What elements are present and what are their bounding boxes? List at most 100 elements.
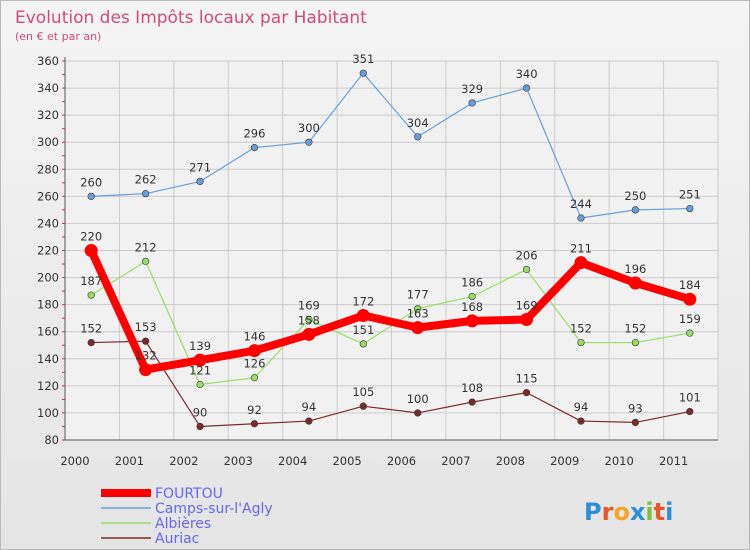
data-point [522,265,531,274]
data-point [250,144,259,152]
y-tick-label: 340 [37,81,59,95]
data-point [411,321,425,335]
data-label: 152 [624,322,646,336]
legend-label: Albières [155,516,211,532]
data-point [522,389,531,397]
data-label: 186 [461,276,483,290]
data-label: 244 [570,197,592,211]
data-label: 250 [624,189,646,203]
data-label: 152 [570,322,592,336]
data-label: 158 [298,313,320,327]
x-tick-label: 2008 [496,454,525,468]
data-label: 260 [80,175,102,189]
data-label: 351 [352,52,374,66]
legend-label: FOURTOU [155,486,223,502]
data-label: 220 [80,230,102,244]
data-label: 251 [679,188,701,202]
data-point [359,69,367,77]
data-point [577,338,585,347]
y-tick-label: 220 [37,244,59,258]
data-point [414,409,422,417]
data-point [631,418,639,427]
data-label: 296 [243,127,265,141]
series-line-1 [91,72,690,219]
data-point [686,329,694,337]
data-label: 177 [407,288,429,302]
y-tick-label: 320 [37,108,59,122]
data-label: 146 [243,330,265,344]
data-point [142,190,150,198]
y-tick-label: 200 [37,271,59,285]
data-point [468,292,476,301]
data-point [356,308,370,322]
data-point [577,417,585,425]
y-tick-label: 80 [44,433,59,447]
data-point [683,292,697,306]
data-point [84,244,98,257]
data-label: 92 [247,403,262,417]
x-tick-label: 2011 [659,454,688,468]
chart-subtitle: (en € et par an) [15,30,101,43]
data-label: 93 [628,401,643,415]
x-tick-label: 2003 [224,454,253,468]
data-point [302,327,316,341]
data-label: 172 [352,294,374,308]
data-point [465,314,479,328]
data-label: 121 [189,364,211,378]
axes: 80 100 120 140 160 180 200 220 240 260 280 300 320 34… [37,54,718,468]
data-label: 151 [352,323,374,337]
data-point [305,315,313,324]
x-tick-label: 2004 [278,454,307,468]
data-point [87,338,95,347]
x-tick-label: 2005 [332,454,361,468]
series-line-0 [87,248,691,374]
y-tick-label: 180 [37,298,59,312]
data-point [305,138,313,146]
data-label: 115 [516,372,538,386]
x-tick-label: 2009 [550,454,579,468]
series-group [84,69,697,431]
y-tick-label: 360 [37,54,59,68]
data-point [87,291,95,299]
data-point [686,407,694,416]
data-label: 153 [135,320,157,334]
data-point [574,256,588,270]
data-label: 108 [461,381,483,395]
logo-text: Proxiti [584,498,673,526]
data-label: 152 [80,322,102,336]
y-tick-label: 100 [37,406,59,420]
y-tick-label: 120 [37,379,59,393]
data-point [628,276,642,290]
data-point [414,133,422,141]
data-point [250,420,259,428]
x-tick-label: 2010 [605,454,634,468]
x-tick-label: 2001 [115,454,144,468]
data-point [520,313,534,327]
data-point [359,402,367,410]
data-point [686,204,694,213]
data-point [87,192,95,200]
data-label: 211 [570,242,592,256]
y-tick-label: 140 [37,352,59,366]
data-label: 169 [516,299,538,313]
data-point [196,380,204,389]
data-label: 187 [80,274,102,288]
data-point [247,344,261,358]
data-label: 100 [407,392,429,406]
x-tick-label: 2002 [169,454,198,468]
data-label: 159 [679,312,701,326]
y-tick-label: 260 [37,189,59,203]
data-labels: 220 132 139 146 158 172 163 168 169 211 196 184 260 2… [80,52,701,419]
data-label: 304 [407,116,429,130]
y-tick-label: 160 [37,325,59,339]
data-point [196,177,204,186]
data-label: 105 [352,385,374,399]
data-point [250,374,259,382]
y-tick-label: 300 [37,135,59,149]
data-point [414,305,422,313]
data-label: 126 [243,357,265,371]
data-label: 132 [135,349,157,363]
data-label: 169 [298,299,320,313]
